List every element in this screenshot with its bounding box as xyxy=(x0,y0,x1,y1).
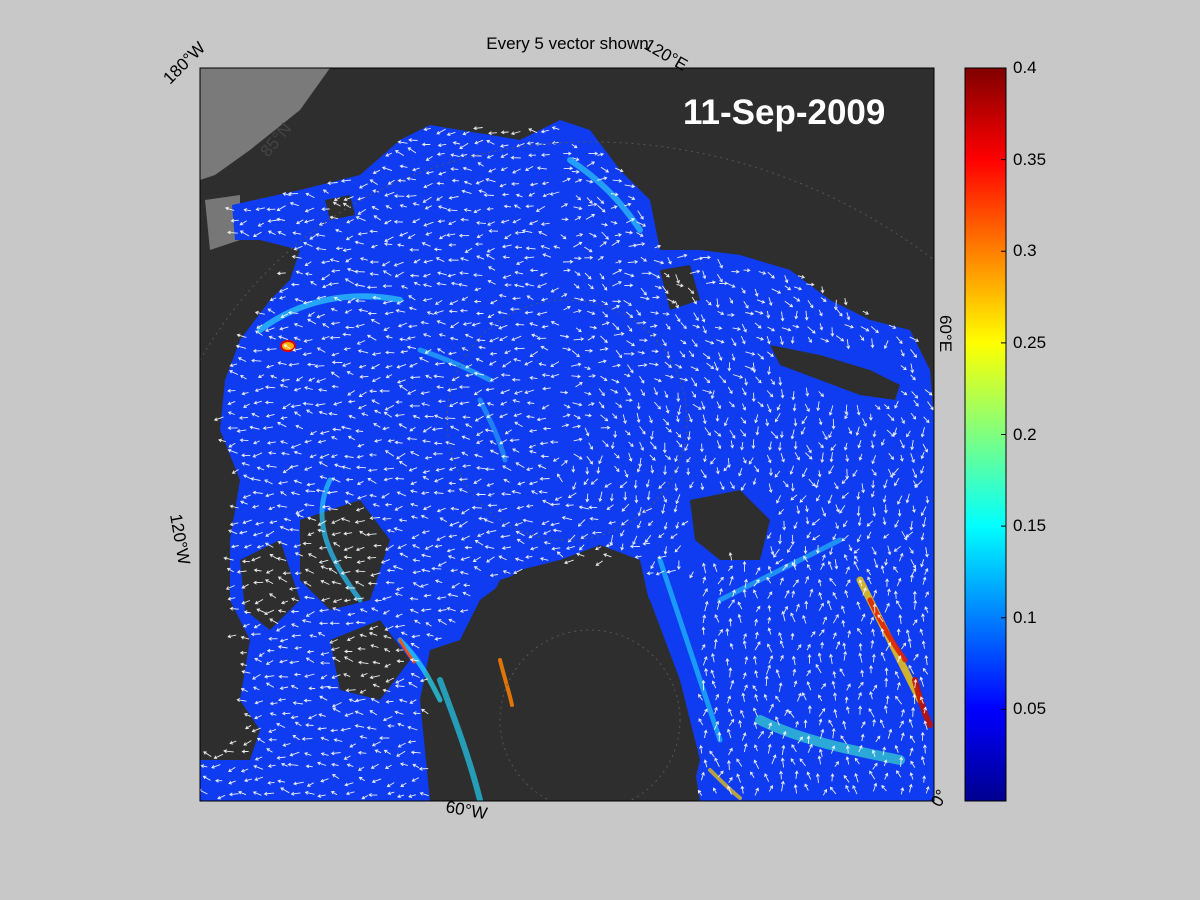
greenland xyxy=(470,560,700,801)
shelf-edge xyxy=(205,195,240,250)
colorbar xyxy=(964,67,1007,802)
upper-left-landmass xyxy=(200,68,330,180)
label-60e: 60°E xyxy=(936,315,955,352)
colorbar-tick-label: 0.25 xyxy=(1013,332,1047,352)
colorbar-tickmarks xyxy=(1001,67,1006,710)
date-stamp: 11-Sep-2009 xyxy=(683,93,886,132)
colorbar-gradient xyxy=(964,67,1007,802)
colorbar-tick-label: 0.2 xyxy=(1013,424,1037,444)
colorbar-tick-label: 0.4 xyxy=(1013,58,1037,77)
drift-vectors xyxy=(200,126,934,800)
ice-velocity-map xyxy=(200,68,934,801)
colorbar-tick-label: 0.1 xyxy=(1013,607,1037,627)
colorbar-tick-label: 0.05 xyxy=(1013,699,1047,719)
svalbard xyxy=(690,490,770,560)
colorbar-tick-label: 0.15 xyxy=(1013,516,1047,536)
drift-vector-field xyxy=(200,126,934,800)
map-frame xyxy=(199,67,935,802)
colorbar-tick-label: 0.3 xyxy=(1013,241,1037,261)
graticule xyxy=(200,141,934,801)
label-120w: 120°W xyxy=(166,512,194,566)
colorbar-tick-label: 0.35 xyxy=(1013,149,1047,169)
novaya-zemlya xyxy=(770,345,900,400)
map-title: Every 5 vector shown xyxy=(486,34,649,53)
